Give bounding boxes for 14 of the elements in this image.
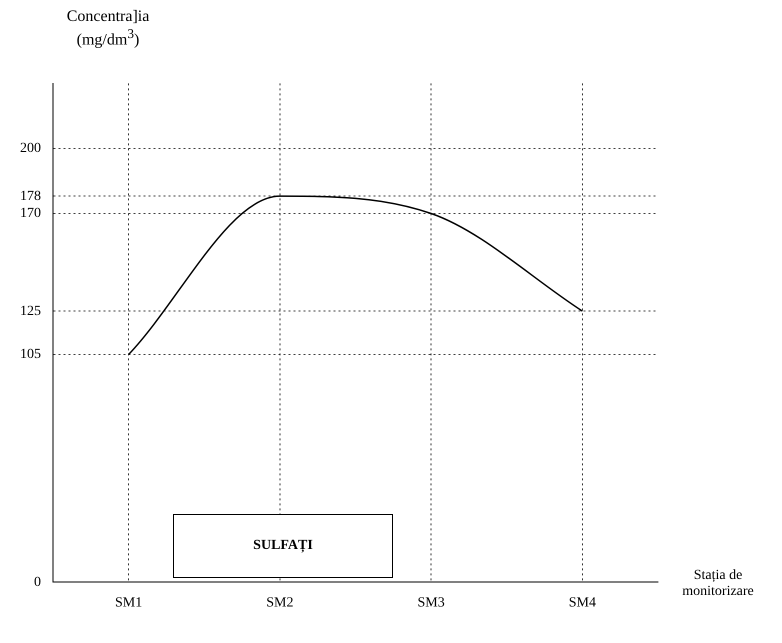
y-tick-label: 170 bbox=[20, 206, 41, 222]
y-tick-label: 178 bbox=[20, 188, 41, 204]
x-axis-title: Stația de monitorizare bbox=[681, 568, 755, 600]
y-tick-label: 125 bbox=[20, 304, 41, 319]
y-axis-title: Concentra]ia (mg/dm$^{3}$) bbox=[66, 8, 150, 50]
y-tick-label: 105 bbox=[20, 347, 41, 362]
y-tick-label: 0 bbox=[34, 574, 41, 590]
annotation: SULFAȚI bbox=[253, 538, 313, 554]
x-tick-label: SM1 bbox=[115, 595, 142, 610]
y-tick-label: 200 bbox=[20, 141, 41, 156]
text-box: SULFAȚI bbox=[173, 514, 393, 578]
x-tick-label: SM3 bbox=[418, 595, 445, 610]
x-tick-label: SM4 bbox=[568, 595, 596, 610]
x-tick-label: SM2 bbox=[266, 595, 294, 610]
